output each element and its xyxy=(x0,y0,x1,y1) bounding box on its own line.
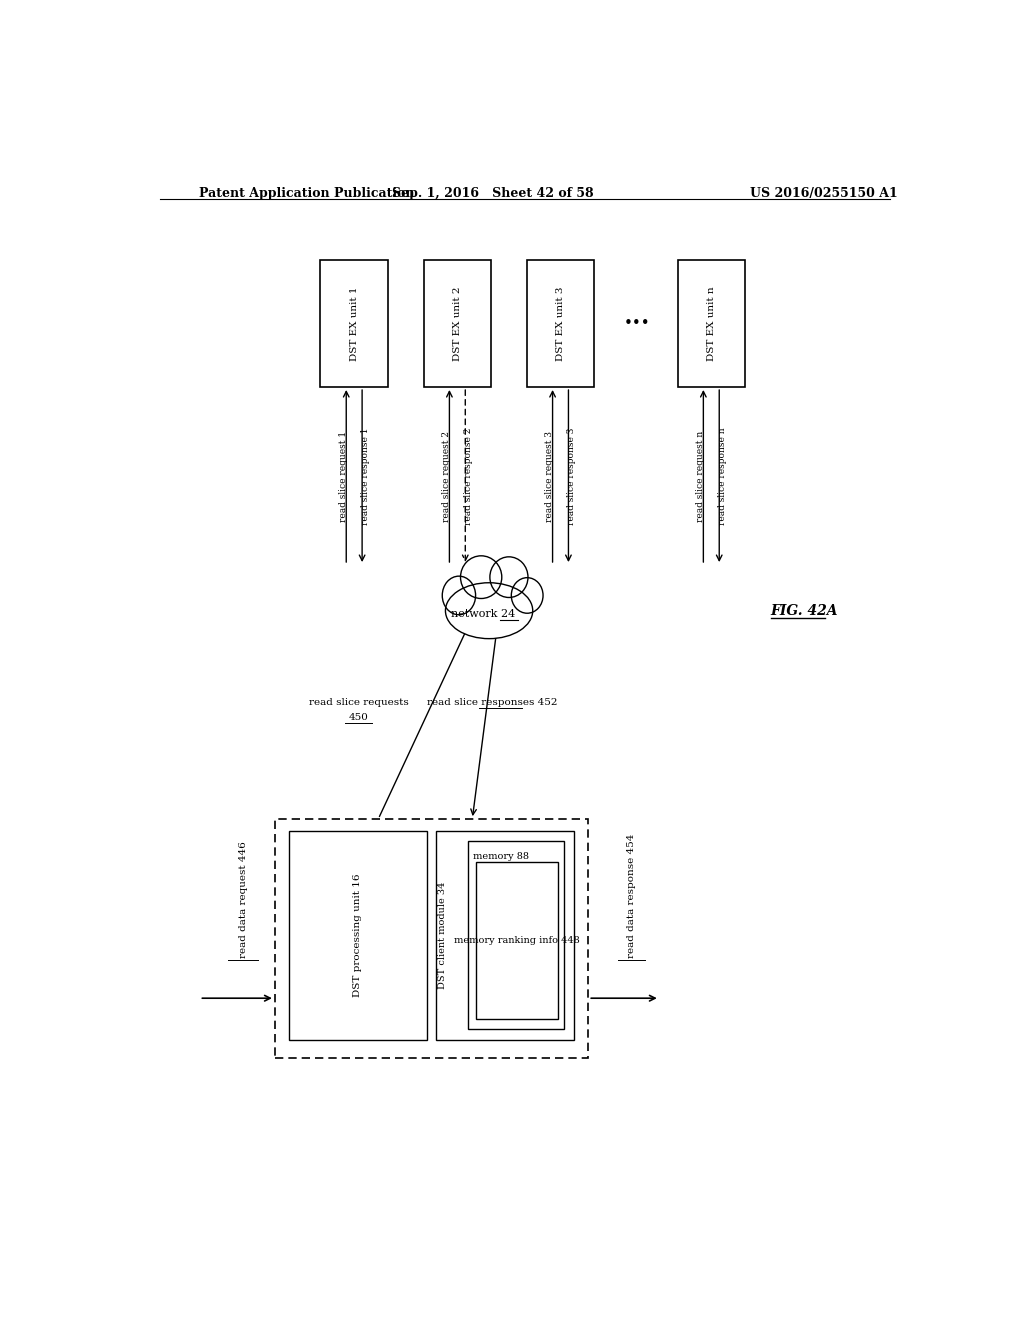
Ellipse shape xyxy=(461,556,502,598)
Bar xyxy=(476,862,558,1019)
Text: read slice request 1: read slice request 1 xyxy=(339,430,347,521)
Text: DST processing unit 16: DST processing unit 16 xyxy=(353,874,362,997)
Text: read slice response n: read slice response n xyxy=(718,428,727,525)
Text: Sep. 1, 2016   Sheet 42 of 58: Sep. 1, 2016 Sheet 42 of 58 xyxy=(392,187,594,199)
Text: DST EX unit 3: DST EX unit 3 xyxy=(556,286,565,360)
Text: FIG. 42A: FIG. 42A xyxy=(771,603,839,618)
Bar xyxy=(678,260,745,387)
Text: read slice responses 452: read slice responses 452 xyxy=(427,698,557,706)
Text: memory 88: memory 88 xyxy=(473,851,528,861)
Text: •••: ••• xyxy=(625,315,651,331)
Text: read slice request 2: read slice request 2 xyxy=(441,430,451,521)
Text: read data request 446: read data request 446 xyxy=(239,841,248,957)
Text: read slice requests: read slice requests xyxy=(308,698,409,706)
Ellipse shape xyxy=(511,578,543,614)
Text: DST EX unit n: DST EX unit n xyxy=(707,286,716,360)
Text: read data response 454: read data response 454 xyxy=(628,833,637,957)
Text: memory ranking info 448: memory ranking info 448 xyxy=(455,936,580,945)
Text: Patent Application Publication: Patent Application Publication xyxy=(200,187,415,199)
Bar xyxy=(289,832,427,1040)
Text: network 24: network 24 xyxy=(451,609,515,619)
Ellipse shape xyxy=(489,557,528,598)
Text: 450: 450 xyxy=(348,713,369,722)
Text: read slice request n: read slice request n xyxy=(695,430,705,521)
Bar xyxy=(424,260,492,387)
Bar xyxy=(436,832,574,1040)
Text: read slice response 3: read slice response 3 xyxy=(567,428,577,525)
Text: DST client module 34: DST client module 34 xyxy=(438,882,447,989)
Bar xyxy=(526,260,594,387)
Ellipse shape xyxy=(445,582,532,639)
Bar xyxy=(321,260,388,387)
Text: DST EX unit 2: DST EX unit 2 xyxy=(453,286,462,360)
Bar xyxy=(468,841,564,1030)
Text: DST EX unit 1: DST EX unit 1 xyxy=(349,286,358,360)
Text: read slice request 3: read slice request 3 xyxy=(545,430,554,521)
Bar xyxy=(274,818,589,1057)
Text: US 2016/0255150 A1: US 2016/0255150 A1 xyxy=(750,187,898,199)
Text: read slice response 1: read slice response 1 xyxy=(360,428,370,525)
Ellipse shape xyxy=(442,576,475,615)
Text: read slice response 2: read slice response 2 xyxy=(464,428,473,525)
